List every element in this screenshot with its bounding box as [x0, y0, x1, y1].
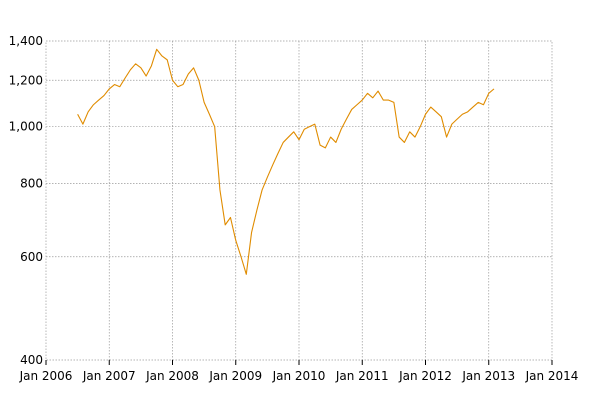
x-tick-label: Jan 2013 [461, 369, 515, 383]
horizontal-gridlines [46, 79, 552, 258]
x-tick-label: Jan 2011 [335, 369, 389, 383]
series-lines [77, 48, 495, 275]
x-tick-label: Jan 2014 [525, 369, 579, 383]
vertical-gridlines [108, 41, 490, 360]
y-tick-label: 600 [20, 250, 43, 264]
x-tick-label: Jan 2006 [19, 369, 73, 383]
y-tick-label: 1,400 [9, 34, 43, 48]
y-tick-label: 1,200 [9, 73, 43, 87]
x-tick-marks [45, 360, 553, 365]
x-tick-label: Jan 2008 [145, 369, 199, 383]
x-tick-label: Jan 2009 [208, 369, 262, 383]
x-tick-label: Jan 2010 [272, 369, 326, 383]
series-line [77, 48, 495, 275]
y-axis-tick-labels: 400 600 800 1,000 1,200 1,400 [9, 34, 43, 367]
y-tick-label: 1,000 [9, 120, 43, 134]
plot-area [45, 40, 553, 365]
y-tick-label: 800 [20, 176, 43, 190]
x-tick-label: Jan 2012 [398, 369, 452, 383]
x-tick-label: Jan 2007 [82, 369, 136, 383]
y-tick-label: 400 [20, 353, 43, 367]
x-axis-tick-labels: Jan 2006 Jan 2007 Jan 2008 Jan 2009 Jan 2010… [19, 369, 579, 383]
